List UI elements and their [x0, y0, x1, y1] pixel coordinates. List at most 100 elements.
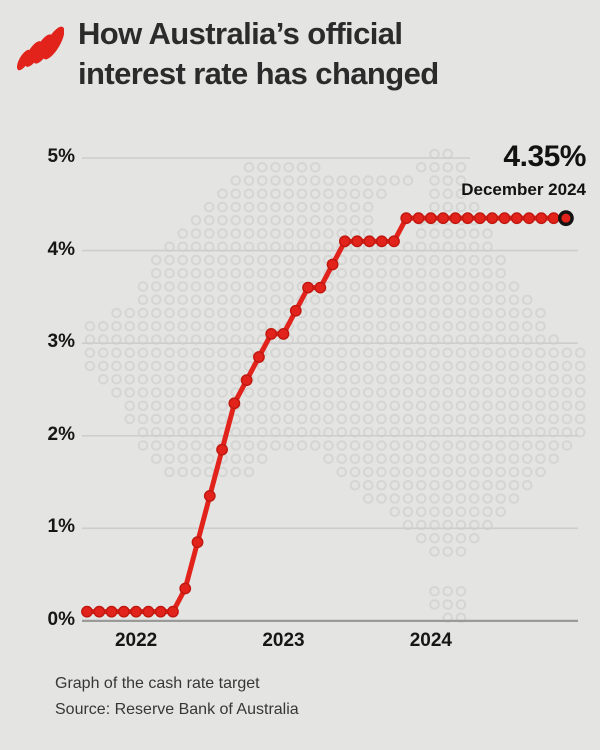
- map-dot: [521, 413, 533, 425]
- map-dot: [283, 201, 295, 213]
- map-dot: [376, 307, 387, 319]
- map-dot: [561, 387, 573, 398]
- map-dot: [217, 387, 228, 398]
- map-dot: [389, 453, 401, 465]
- map-dot: [336, 440, 348, 451]
- map-dot: [376, 373, 387, 385]
- map-dot: [455, 228, 467, 239]
- map-dot: [548, 453, 560, 465]
- map-dot: [521, 360, 533, 372]
- map-dot: [164, 453, 175, 465]
- map-dot: [402, 334, 414, 345]
- map-dot: [336, 413, 348, 425]
- map-dot: [177, 294, 189, 306]
- page-title-line2: interest rate has changed: [78, 56, 439, 91]
- map-dot: [190, 387, 202, 398]
- map-dot: [283, 334, 295, 345]
- map-dot: [429, 347, 440, 359]
- map-dot: [84, 360, 96, 372]
- map-dot: [429, 254, 440, 266]
- map-dot: [230, 228, 242, 239]
- map-dot: [468, 360, 480, 372]
- map-dot: [243, 201, 255, 213]
- chart-source: Source: Reserve Bank of Australia: [55, 701, 299, 718]
- map-dot: [256, 360, 268, 372]
- map-dot: [442, 413, 454, 425]
- map-dot: [111, 334, 122, 345]
- map-dot: [349, 413, 361, 425]
- map-dot: [349, 334, 361, 345]
- map-dot: [84, 347, 96, 359]
- map-dot: [402, 519, 414, 531]
- map-dot: [137, 334, 149, 345]
- map-dot: [455, 466, 467, 478]
- map-dot: [309, 281, 321, 292]
- map-dot: [124, 360, 136, 372]
- map-dot: [548, 334, 560, 345]
- data-point: [351, 235, 364, 248]
- data-point: [228, 397, 241, 410]
- map-dot: [203, 334, 215, 345]
- map-dot: [442, 400, 454, 412]
- map-dot: [97, 334, 109, 345]
- map-dot: [362, 228, 374, 239]
- map-dot: [362, 320, 374, 332]
- map-dot: [230, 334, 242, 345]
- data-point: [363, 235, 376, 248]
- map-dot: [190, 214, 202, 226]
- map-dot: [177, 453, 189, 465]
- map-dot: [243, 347, 255, 359]
- map-dot: [150, 281, 162, 292]
- map-dot: [429, 599, 440, 610]
- map-dot: [309, 373, 321, 385]
- map-dot: [323, 281, 334, 292]
- map-dot: [482, 294, 493, 306]
- map-dot: [283, 320, 295, 332]
- map-dot: [429, 228, 440, 239]
- chart-caption: Graph of the cash rate target: [55, 675, 260, 692]
- map-dot: [402, 294, 414, 306]
- map-dot: [203, 267, 215, 279]
- map-dot: [230, 294, 242, 306]
- map-dot: [323, 426, 334, 438]
- data-point: [265, 328, 278, 340]
- map-dot: [150, 320, 162, 332]
- map-dot: [442, 267, 454, 279]
- map-dot: [164, 294, 175, 306]
- data-point: [142, 605, 155, 618]
- map-dot: [389, 466, 401, 478]
- map-dot: [217, 466, 228, 478]
- map-dot: [217, 267, 228, 279]
- map-dot: [230, 214, 242, 226]
- map-dot: [482, 347, 493, 359]
- map-dot: [230, 387, 242, 398]
- map-dot: [323, 214, 334, 226]
- map-dot: [389, 479, 401, 491]
- map-dot: [164, 373, 175, 385]
- map-dot: [270, 373, 281, 385]
- map-dot: [468, 320, 480, 332]
- map-dot: [455, 360, 467, 372]
- map-dot: [415, 161, 427, 173]
- map-dot: [283, 214, 295, 226]
- map-dot: [203, 214, 215, 226]
- map-dot: [323, 387, 334, 398]
- map-dot: [230, 175, 242, 186]
- map-dot: [150, 387, 162, 398]
- y-tick-label: 5%: [47, 146, 75, 167]
- map-dot: [508, 479, 520, 491]
- map-dot: [442, 440, 454, 451]
- map-dot: [482, 466, 493, 478]
- map-dot: [243, 161, 255, 173]
- map-dot: [362, 426, 374, 438]
- map-dot: [190, 228, 202, 239]
- map-dot: [256, 307, 268, 319]
- map-dot: [442, 373, 454, 385]
- map-dot: [376, 294, 387, 306]
- map-dot: [376, 453, 387, 465]
- map-dot: [150, 440, 162, 451]
- data-point: [191, 536, 204, 549]
- map-dot: [442, 493, 454, 504]
- map-dot: [190, 281, 202, 292]
- map-dot: [455, 347, 467, 359]
